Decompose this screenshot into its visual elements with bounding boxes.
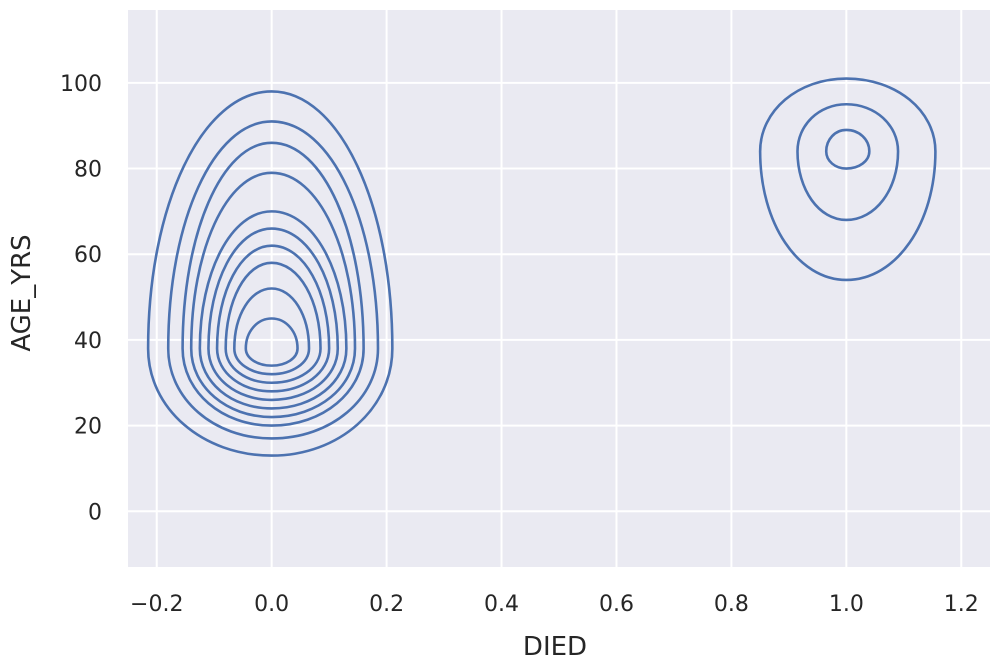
x-tick-label: 0.6 [599, 592, 634, 617]
x-tick-label: −0.2 [130, 592, 183, 617]
y-tick-label: 0 [88, 500, 102, 525]
contour-line [146, 90, 394, 457]
y-tick-labels: 0 20 40 60 80 100 [60, 72, 102, 525]
contour-line [189, 171, 357, 419]
contour-line [233, 287, 311, 376]
contour-lines [146, 77, 937, 457]
contour-line [244, 317, 299, 367]
contour-line [198, 210, 348, 410]
y-tick-label: 80 [74, 158, 102, 183]
x-tick-label: 0.8 [714, 592, 749, 617]
y-tick-label: 100 [60, 72, 102, 97]
y-axis-label: AGE_YRS [7, 234, 37, 351]
x-tick-label: 1.2 [944, 592, 979, 617]
x-tick-labels: −0.2 0.0 0.2 0.4 0.6 0.8 1.0 1.2 [130, 592, 979, 617]
y-tick-label: 20 [74, 415, 102, 440]
contour-line [224, 261, 322, 385]
x-tick-label: 1.0 [829, 592, 864, 617]
contour-line [166, 120, 380, 440]
contour-line [207, 227, 340, 402]
contour-line [824, 128, 871, 170]
x-tick-label: 0.2 [369, 592, 404, 617]
contour-line [758, 77, 937, 282]
x-axis-label: DIED [523, 632, 587, 662]
contour-line [796, 102, 900, 222]
x-tick-label: 0.4 [484, 592, 519, 617]
contour-line [181, 141, 365, 427]
y-tick-label: 60 [74, 243, 102, 268]
y-grid-lines [128, 81, 990, 513]
contour-line [215, 244, 331, 393]
x-tick-label: 0.0 [254, 592, 289, 617]
y-tick-label: 40 [74, 329, 102, 354]
